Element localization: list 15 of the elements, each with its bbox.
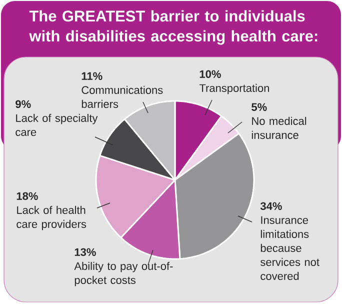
data-label: 9% [16,100,31,108]
data-label: 13% [74,248,96,256]
slice-label: Insurance limitations because services not covered [260,216,320,280]
data-label: 34% [260,202,282,210]
data-label: 5% [252,103,267,111]
chart-title: The GREATEST barrier to individuals with disabilities accessing health care: [29,10,318,45]
data-label: 18% [16,192,38,200]
slice-label: No medical insurance [252,116,306,139]
data-label: 11% [82,72,102,80]
slice-label: Lack of health care providers [16,206,86,230]
slice-label: Communications barriers [82,86,163,108]
slice-label: Ability to pay out-of-pocket costs [74,262,173,286]
slice-label: Lack of specialty care [16,114,98,136]
data-label: 10% [200,70,221,78]
slice-label: Transportation [199,84,269,94]
